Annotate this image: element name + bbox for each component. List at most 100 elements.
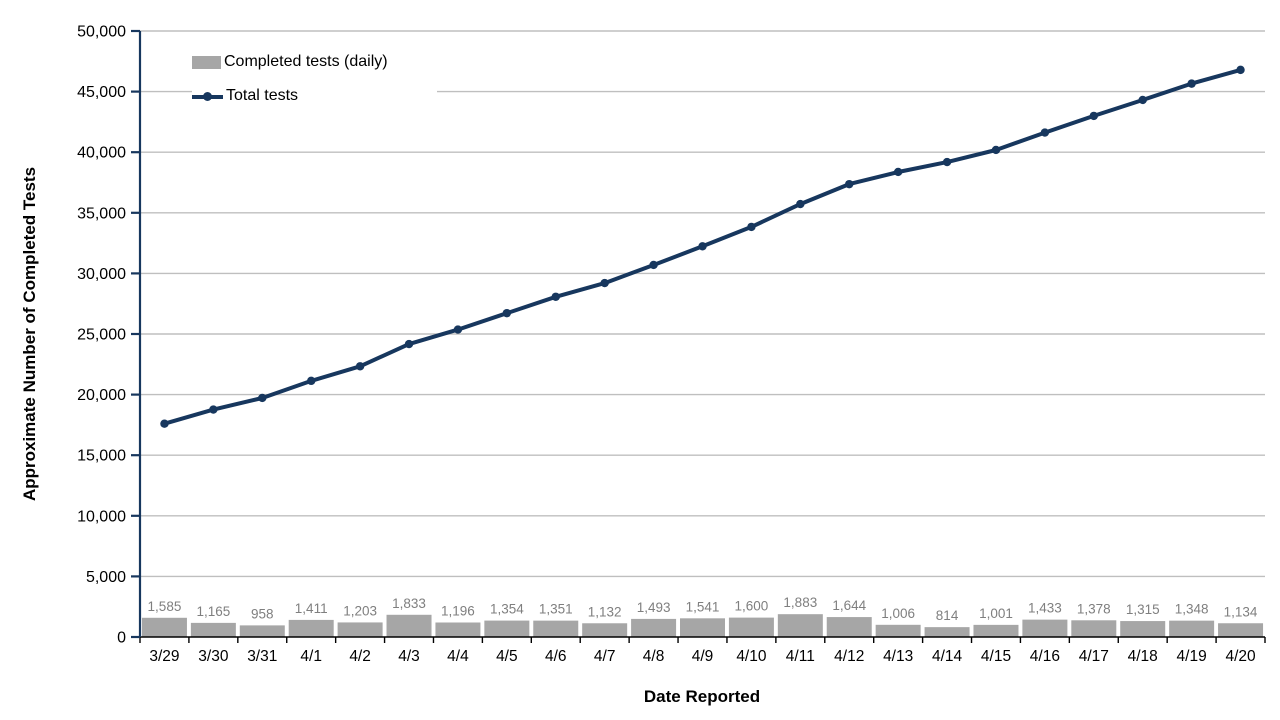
line-marker bbox=[453, 325, 463, 334]
bar-value-label: 1,132 bbox=[588, 604, 622, 619]
x-tick-label: 4/19 bbox=[1177, 648, 1207, 665]
x-tick-label: 4/10 bbox=[736, 648, 767, 665]
line-marker bbox=[355, 362, 365, 371]
x-tick-label: 4/15 bbox=[981, 648, 1011, 665]
x-tick-label: 4/3 bbox=[398, 648, 420, 665]
x-tick-label: 3/29 bbox=[149, 648, 179, 665]
bar bbox=[631, 618, 677, 637]
bar-value-label: 1,411 bbox=[295, 601, 328, 616]
x-tick-label: 3/31 bbox=[247, 648, 277, 665]
bar bbox=[435, 622, 481, 637]
x-axis-title: Date Reported bbox=[643, 687, 761, 706]
bar bbox=[141, 617, 187, 637]
bar-value-label: 958 bbox=[251, 606, 274, 621]
y-tick-label: 20,000 bbox=[77, 387, 126, 404]
line-marker bbox=[747, 222, 756, 232]
bar-value-label: 1,134 bbox=[1224, 604, 1258, 619]
bar-value-label: 1,351 bbox=[539, 602, 573, 617]
bar bbox=[582, 623, 628, 637]
x-tick-label: 4/5 bbox=[496, 648, 518, 665]
y-tick-label: 45,000 bbox=[77, 84, 126, 101]
x-tick-label: 4/11 bbox=[786, 648, 815, 665]
y-axis: 0 5,000 10,000 15,000 20,000 25,000 30,000 35,0… bbox=[77, 24, 142, 647]
bar-value-label: 1,315 bbox=[1126, 602, 1160, 617]
line-marker bbox=[991, 145, 1001, 155]
bar bbox=[728, 617, 774, 637]
line-marker bbox=[160, 419, 169, 428]
bar bbox=[484, 620, 530, 637]
bar-value-label: 1,644 bbox=[832, 598, 866, 613]
bar bbox=[1169, 620, 1215, 637]
bar-value-label: 1,541 bbox=[686, 599, 720, 614]
bar bbox=[288, 619, 334, 637]
bar bbox=[1022, 619, 1068, 637]
bar bbox=[680, 618, 725, 637]
x-tick-label: 4/2 bbox=[349, 648, 371, 665]
line-marker bbox=[1187, 79, 1196, 88]
bar-value-label: 1,833 bbox=[392, 596, 426, 611]
bar-value-label: 1,883 bbox=[783, 595, 817, 610]
line-marker bbox=[258, 393, 267, 403]
bar-value-label: 1,433 bbox=[1028, 601, 1062, 616]
line-marker bbox=[404, 339, 414, 349]
line-marker bbox=[502, 308, 512, 318]
legend-label-total-tests: Total tests bbox=[226, 87, 299, 104]
x-tick-label: 4/9 bbox=[692, 648, 714, 665]
bar-value-label: 1,006 bbox=[881, 606, 915, 621]
line-marker bbox=[649, 260, 658, 270]
x-tick-label: 4/18 bbox=[1128, 648, 1158, 665]
y-tick-label: 40,000 bbox=[77, 145, 126, 162]
bar-value-label: 1,354 bbox=[490, 602, 524, 617]
y-tick-label: 10,000 bbox=[77, 508, 126, 525]
line-marker bbox=[893, 167, 903, 177]
y-tick-label: 50,000 bbox=[77, 24, 126, 41]
x-tick-label: 4/8 bbox=[643, 648, 665, 665]
bar-value-label: 1,165 bbox=[196, 604, 230, 619]
y-tick-label: 25,000 bbox=[77, 327, 126, 344]
x-tick-label: 3/30 bbox=[198, 648, 229, 665]
bar bbox=[1218, 623, 1264, 637]
bar bbox=[973, 624, 1019, 637]
line-marker bbox=[796, 199, 805, 209]
x-tick-label: 4/20 bbox=[1225, 648, 1256, 665]
bar bbox=[386, 614, 432, 637]
x-tick-label: 4/14 bbox=[932, 648, 963, 665]
bar-value-label: 1,585 bbox=[148, 599, 182, 614]
bar-value-label: 1,001 bbox=[979, 606, 1013, 621]
bar bbox=[924, 627, 970, 637]
line-marker bbox=[942, 157, 952, 167]
x-tick-label: 4/7 bbox=[594, 648, 616, 665]
line-marker bbox=[209, 405, 218, 414]
bar bbox=[1071, 620, 1117, 637]
chart-legend: Completed tests (daily) Total tests bbox=[192, 49, 437, 109]
bar-swatch-icon bbox=[192, 55, 221, 69]
line-marker bbox=[306, 376, 316, 386]
bar-value-label: 1,493 bbox=[637, 600, 671, 615]
bar bbox=[533, 620, 579, 637]
x-tick-label: 4/1 bbox=[300, 648, 322, 665]
legend-item-total-tests: Total tests bbox=[192, 83, 437, 109]
y-axis-title: Approximate Number of Completed Tests bbox=[20, 166, 39, 502]
bar bbox=[875, 624, 921, 637]
bar bbox=[1120, 621, 1166, 637]
x-tick-label: 4/16 bbox=[1030, 648, 1060, 665]
legend-item-daily-tests: Completed tests (daily) bbox=[192, 49, 437, 75]
x-tick-label: 4/6 bbox=[545, 648, 567, 665]
line-marker bbox=[1138, 95, 1147, 105]
line-swatch-icon bbox=[192, 90, 223, 103]
gridlines bbox=[140, 30, 1265, 578]
legend-label-daily-tests: Completed tests (daily) bbox=[224, 53, 388, 70]
x-tick-label: 4/4 bbox=[447, 648, 469, 665]
bar-value-label: 814 bbox=[936, 608, 959, 623]
line-marker bbox=[1040, 128, 1050, 137]
x-tick-label: 4/13 bbox=[883, 648, 913, 665]
line-marker bbox=[600, 278, 609, 288]
bar bbox=[826, 617, 872, 637]
bar-value-label: 1,196 bbox=[441, 604, 475, 619]
y-tick-label: 15,000 bbox=[77, 448, 126, 465]
line-marker bbox=[845, 179, 854, 189]
bar bbox=[777, 614, 823, 637]
x-tick-label: 4/17 bbox=[1079, 648, 1109, 665]
